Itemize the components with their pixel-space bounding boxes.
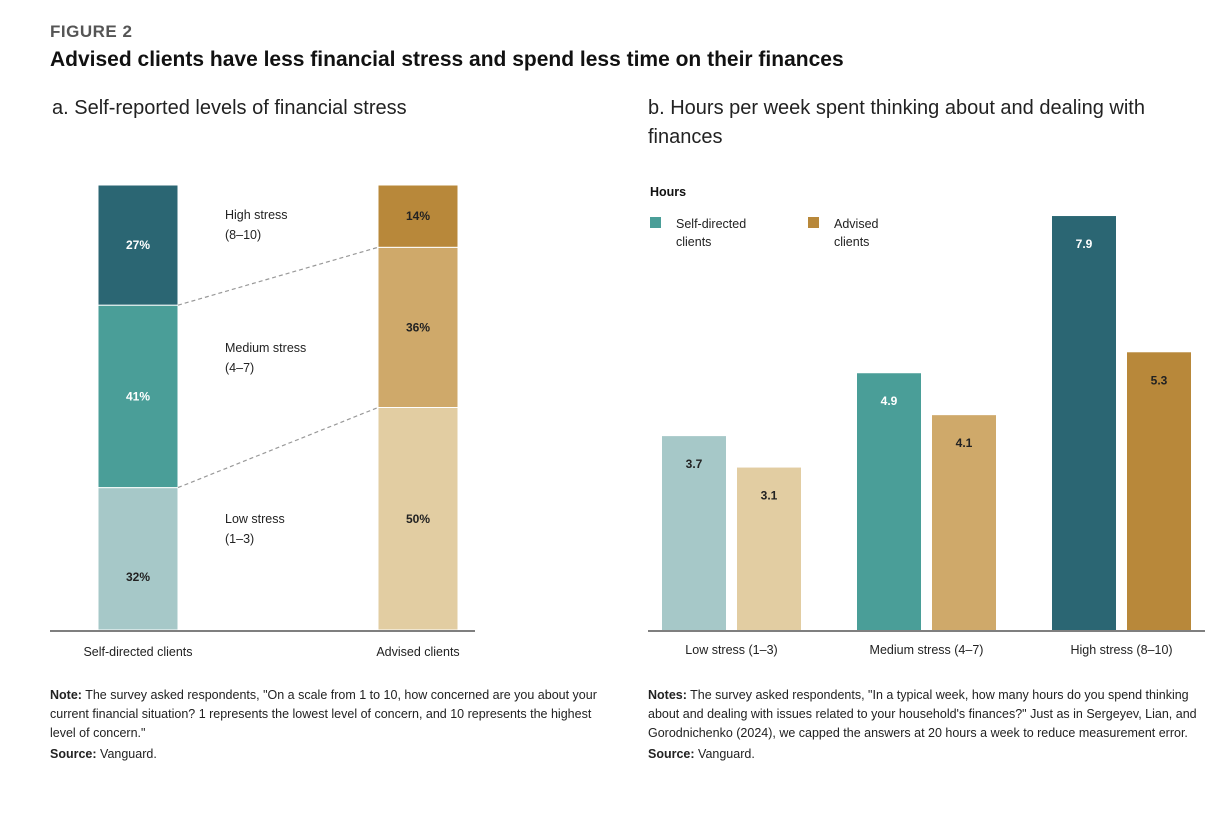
panel-b-note-text: The survey asked respondents, "In a typi… — [648, 688, 1197, 740]
panel-b-note: Notes: The survey asked respondents, "In… — [648, 686, 1208, 743]
connector-line — [177, 246, 379, 306]
bar-value-label: 5.3 — [1151, 373, 1168, 387]
bar-value-label: 36% — [406, 320, 430, 334]
stacked-bar-segment — [377, 246, 459, 408]
panel-b-note-label: Notes: — [648, 688, 687, 702]
category-label: Low stress (1–3) — [685, 643, 777, 657]
panel-a-source-text: Vanguard. — [100, 747, 157, 761]
panel-a-source: Source: Vanguard. — [50, 745, 610, 764]
bar-value-label: 4.1 — [956, 436, 973, 450]
category-label: Advised clients — [376, 645, 459, 659]
stacked-bar-segment — [97, 184, 179, 306]
stacked-bar-segment — [97, 487, 179, 631]
legend-label: Advised — [834, 217, 879, 231]
bar — [1052, 216, 1116, 631]
charts-canvas: 32% 41% 27% 50% 36% 14% High stress (8–10) Mediu… — [50, 184, 1205, 659]
stacked-bar-segment — [97, 304, 179, 489]
connector-line — [177, 406, 379, 489]
figure-title: Advised clients have less financial stre… — [50, 48, 844, 71]
legend-label: clients — [676, 235, 711, 249]
bar-value-label: 50% — [406, 512, 430, 526]
segment-label: (8–10) — [225, 228, 261, 242]
panel-b-title: b. Hours per week spent thinking about a… — [648, 97, 1145, 148]
panel-a-title: a. Self-reported levels of financial str… — [52, 97, 407, 119]
legend-swatch — [650, 217, 661, 228]
bar — [662, 436, 726, 630]
bar-value-label: 41% — [126, 389, 150, 403]
segment-label: High stress — [225, 208, 288, 222]
category-label: Self-directed clients — [83, 645, 192, 659]
bar-value-label: 14% — [406, 209, 430, 223]
panel-b-notes: Notes: The survey asked respondents, "In… — [648, 686, 1208, 764]
bar — [857, 373, 921, 630]
stacked-bar-segment — [377, 184, 459, 248]
legend-label: clients — [834, 235, 869, 249]
figure-label: FIGURE 2 — [50, 22, 133, 41]
bar-value-label: 3.1 — [761, 489, 778, 503]
bar — [1127, 352, 1191, 630]
panel-a-note-text: The survey asked respondents, "On a scal… — [50, 688, 597, 740]
segment-label: Medium stress — [225, 341, 306, 355]
segment-label: (4–7) — [225, 361, 254, 375]
bar-value-label: 32% — [126, 570, 150, 584]
bar-value-label: 3.7 — [686, 457, 703, 471]
bar — [932, 415, 996, 630]
bar-value-label: 27% — [126, 238, 150, 252]
stacked-bar-segment — [377, 407, 459, 631]
bar-value-label: 7.9 — [1076, 237, 1093, 251]
panel-a-notes: Note: The survey asked respondents, "On … — [50, 686, 610, 764]
panel-b-source-label: Source: — [648, 747, 695, 761]
segment-label: (1–3) — [225, 532, 254, 546]
segment-label: Low stress — [225, 512, 285, 526]
bar-value-label: 4.9 — [881, 394, 898, 408]
category-label: Medium stress (4–7) — [870, 643, 984, 657]
y-axis-label: Hours — [650, 185, 686, 199]
bar — [737, 467, 801, 630]
panel-b-source: Source: Vanguard. — [648, 745, 1208, 764]
panel-a-note: Note: The survey asked respondents, "On … — [50, 686, 610, 743]
panel-b-source-text: Vanguard. — [698, 747, 755, 761]
category-label: High stress (8–10) — [1070, 643, 1172, 657]
panel-a-note-label: Note: — [50, 688, 82, 702]
panel-a-source-label: Source: — [50, 747, 97, 761]
legend-swatch — [808, 217, 819, 228]
legend-label: Self-directed — [676, 217, 746, 231]
